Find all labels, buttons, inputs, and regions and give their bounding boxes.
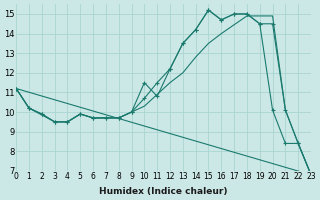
X-axis label: Humidex (Indice chaleur): Humidex (Indice chaleur): [99, 187, 228, 196]
